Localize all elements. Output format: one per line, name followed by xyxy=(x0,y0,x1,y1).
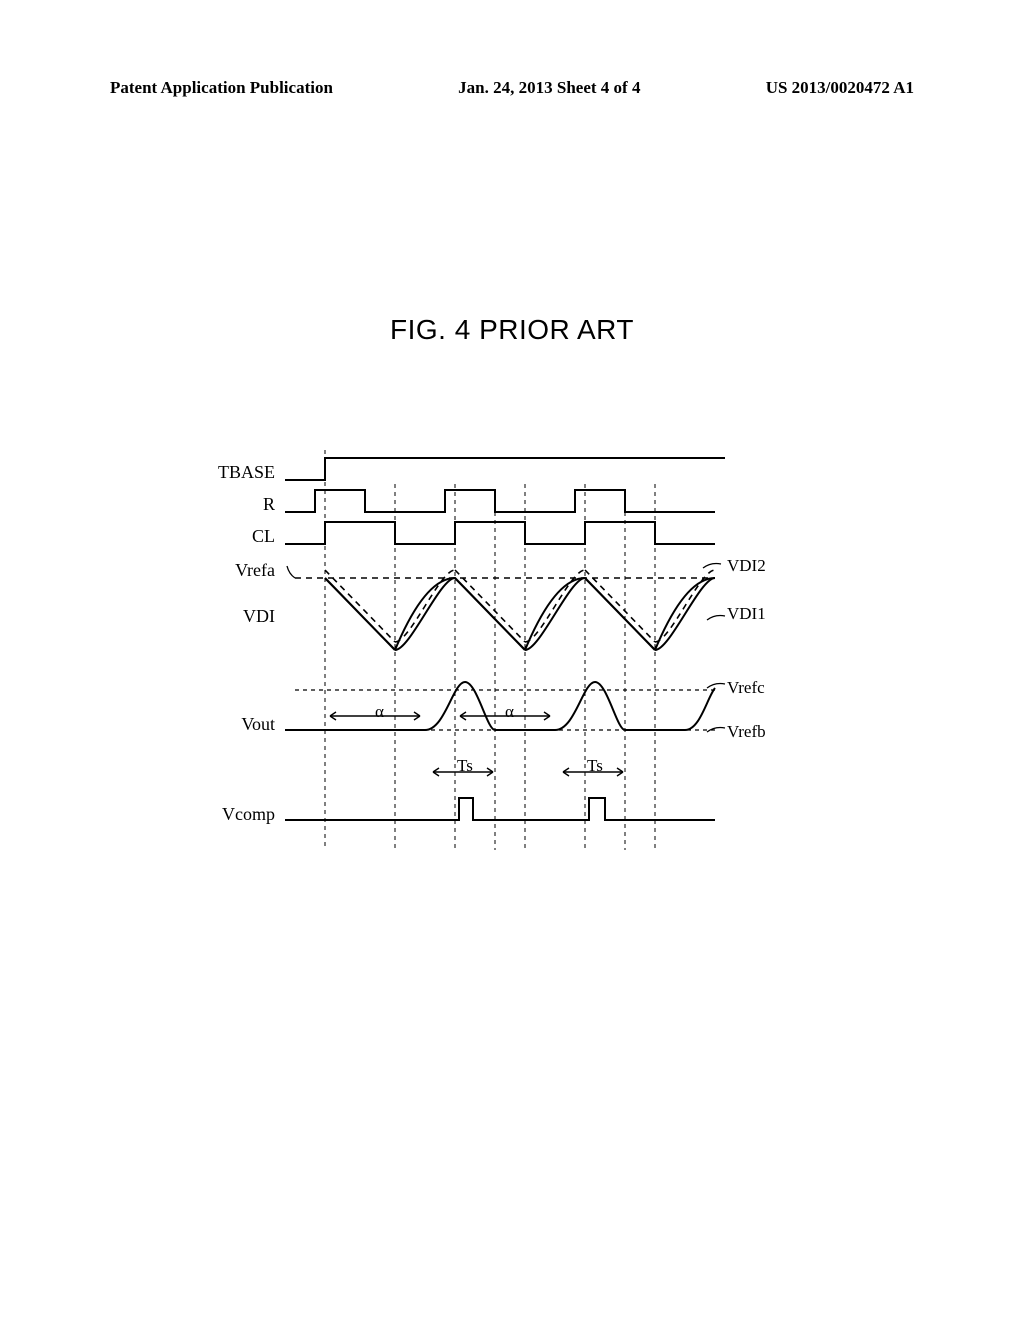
label-vrefa: Vrefa xyxy=(195,560,275,581)
annot-ts-2: Ts xyxy=(587,756,603,776)
annot-vdi1: VDI1 xyxy=(727,604,766,624)
label-r: R xyxy=(195,494,275,515)
annot-vrefb: Vrefb xyxy=(727,722,766,742)
label-vout: Vout xyxy=(195,714,275,735)
label-vdi: VDI xyxy=(195,606,275,627)
header-center: Jan. 24, 2013 Sheet 4 of 4 xyxy=(458,78,640,98)
annot-alpha-2: α xyxy=(505,702,514,722)
wave-vcomp xyxy=(285,798,715,820)
annot-vrefc: Vrefc xyxy=(727,678,765,698)
annot-alpha-1: α xyxy=(375,702,384,722)
timing-diagram: TBASE R CL Vrefa VDI Vout Vcomp VDI2 VDI… xyxy=(195,450,835,930)
annot-vdi2: VDI2 xyxy=(727,556,766,576)
page-header: Patent Application Publication Jan. 24, … xyxy=(0,78,1024,98)
wave-vdi2 xyxy=(325,570,655,642)
label-cl: CL xyxy=(195,526,275,547)
header-right: US 2013/0020472 A1 xyxy=(766,78,914,98)
label-vcomp: Vcomp xyxy=(195,804,275,825)
wave-vout xyxy=(285,682,715,730)
label-tbase: TBASE xyxy=(195,462,275,483)
figure-title: FIG. 4 PRIOR ART xyxy=(0,314,1024,346)
wave-r xyxy=(285,490,715,512)
annot-ts-1: Ts xyxy=(457,756,473,776)
wave-cl xyxy=(285,522,715,544)
timing-svg xyxy=(195,450,835,870)
header-left: Patent Application Publication xyxy=(110,78,333,98)
wave-tbase xyxy=(285,458,725,480)
